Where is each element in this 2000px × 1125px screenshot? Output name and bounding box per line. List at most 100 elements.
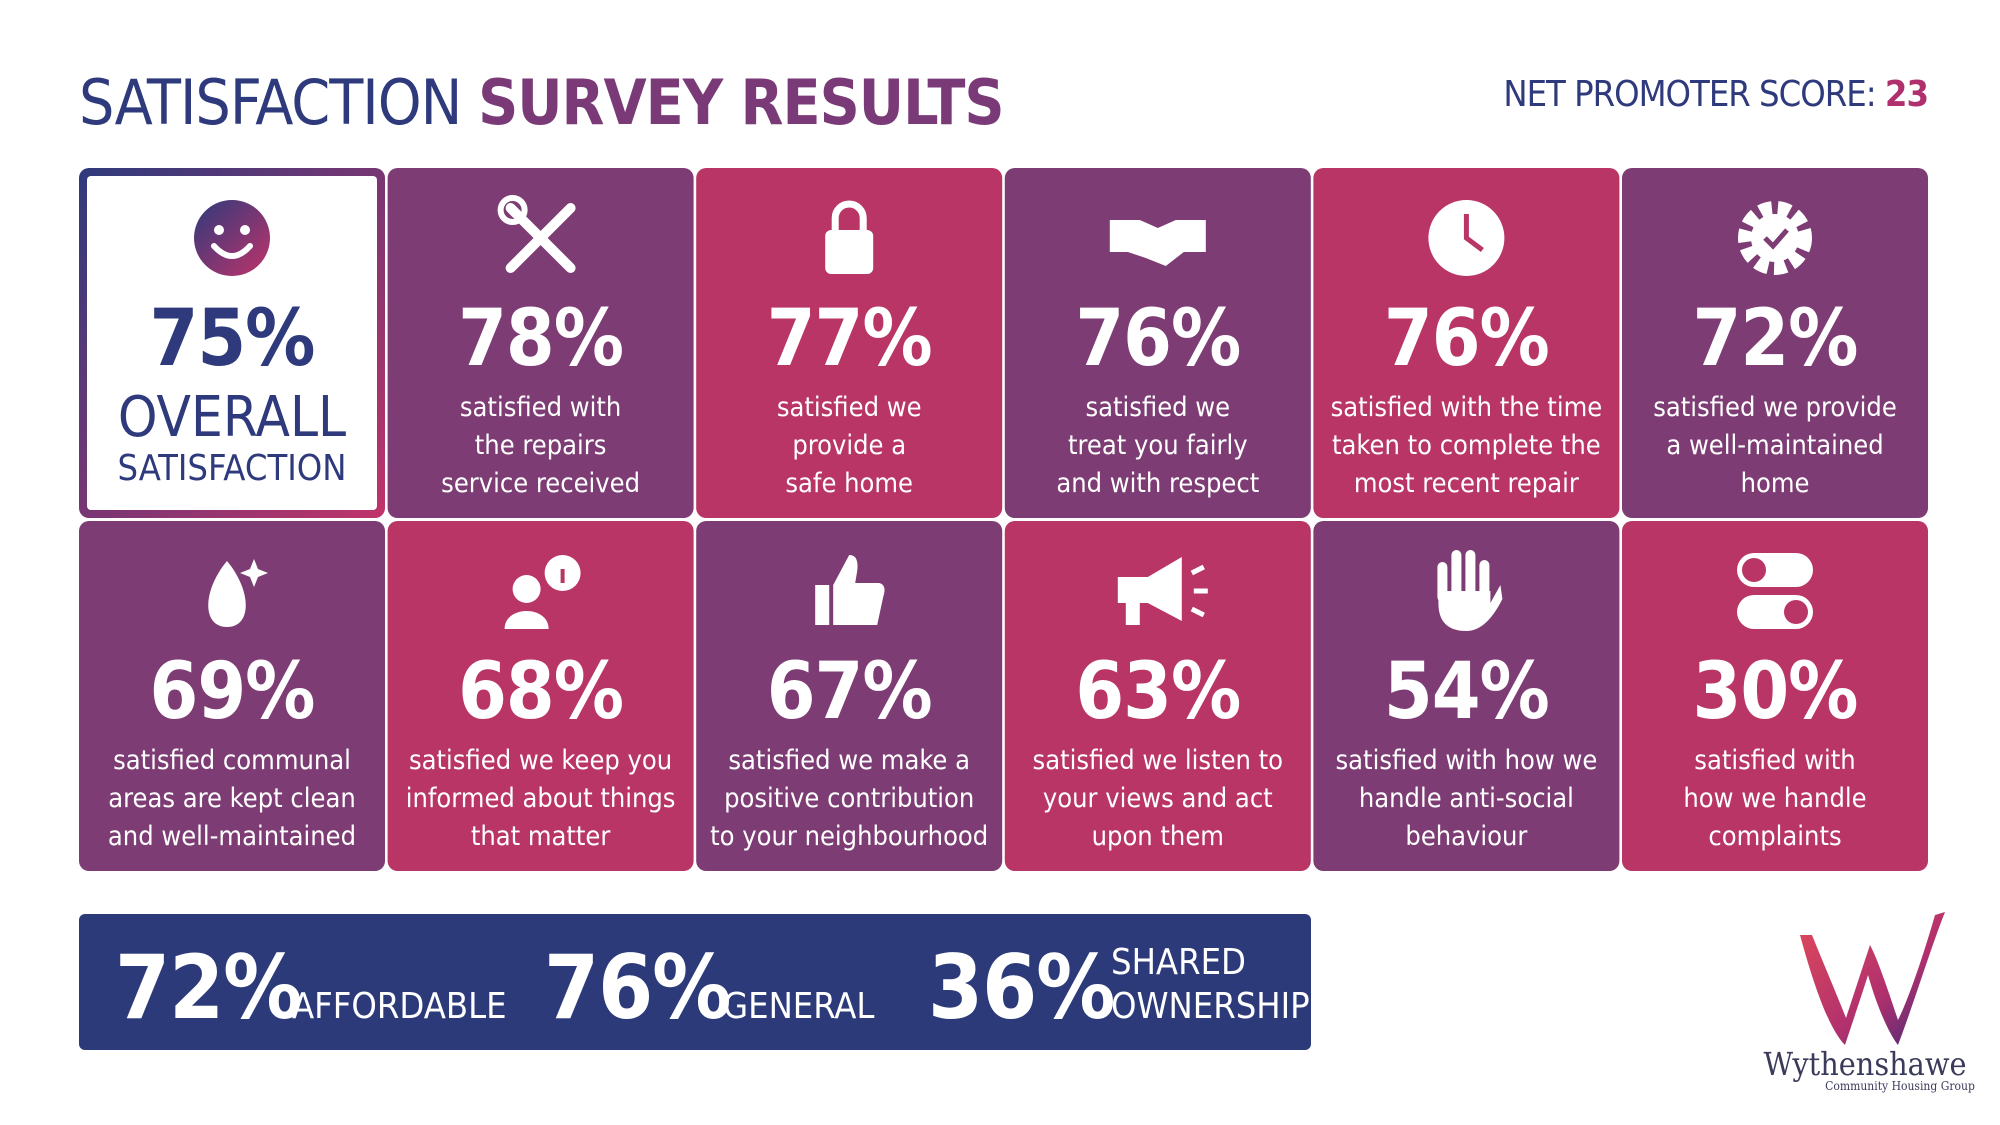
tile-text: taken to complete the xyxy=(1332,430,1601,461)
tile-value: 68% xyxy=(458,647,623,737)
tile-text: satisfied we make a xyxy=(728,745,970,776)
tile-text: satisfied we keep you xyxy=(409,745,672,776)
tile-bg xyxy=(1622,168,1928,518)
tile-text: and well-maintained xyxy=(108,821,356,852)
tile-value: 76% xyxy=(1075,294,1240,384)
icon-part xyxy=(1784,600,1808,624)
icon-part xyxy=(833,555,885,625)
logo-name: Wythenshawe xyxy=(1764,1045,1967,1083)
nps-label: NET PROMOTER SCORE: xyxy=(1503,74,1875,115)
icon-part xyxy=(214,225,224,235)
tile-bg xyxy=(79,521,385,871)
tile-text: service received xyxy=(441,468,640,499)
tile-text: handle anti-social xyxy=(1359,783,1574,814)
tile-inner xyxy=(87,176,377,510)
icon-part xyxy=(1738,201,1812,275)
tile-bg xyxy=(1004,168,1311,518)
tile: 72% satisfied we provide a well-maintained… xyxy=(1622,168,1928,518)
tile-text: satisfied we xyxy=(777,392,922,423)
icon-part xyxy=(815,585,830,625)
icon xyxy=(825,200,874,274)
nps: NET PROMOTER SCORE: 23 xyxy=(1503,74,1928,115)
tile-text: satisfied communal xyxy=(113,745,351,776)
tile-value: 67% xyxy=(767,647,932,737)
tile-value: 63% xyxy=(1075,647,1240,737)
tile-bg xyxy=(1313,521,1620,871)
icon-part xyxy=(1742,558,1766,582)
icon-part xyxy=(1437,550,1490,602)
tile-bg xyxy=(1313,168,1620,518)
tile-value: 77% xyxy=(767,294,932,384)
icon-part xyxy=(512,575,541,603)
icon-part xyxy=(1109,220,1206,266)
tile: 63% satisfied we listen to your views and … xyxy=(1004,521,1311,871)
tile-text: home xyxy=(1741,468,1810,499)
icon xyxy=(504,555,581,629)
icon-part xyxy=(825,230,874,274)
title-light: SATISFACTION xyxy=(79,66,461,139)
tile-text: satisfied with the time xyxy=(1331,392,1603,423)
tile-text: satisfied with how we xyxy=(1336,745,1598,776)
tile: 77% satisfied we provide a safe home xyxy=(696,168,1003,518)
title-bold: SURVEY RESULTS xyxy=(478,66,1004,139)
tile-text: informed about things xyxy=(406,783,676,814)
tenure-value: 72% xyxy=(115,936,302,1039)
tile-text: the repairs xyxy=(475,430,607,461)
tile: 69% satisfied communal areas are kept clea… xyxy=(79,521,385,871)
icon-part xyxy=(208,561,246,627)
tile-text: satisfied we xyxy=(1085,392,1230,423)
tile-text: upon them xyxy=(1092,821,1224,852)
tile-text: and with respect xyxy=(1056,468,1259,499)
logo-mark xyxy=(1800,912,1945,1045)
tile-text: satisfied we provide xyxy=(1653,392,1897,423)
tile-value: 54% xyxy=(1384,647,1549,737)
tenure-label: GENERAL xyxy=(723,986,874,1027)
icon-part xyxy=(240,225,250,235)
tile: 78% satisfied with the repairs service rece… xyxy=(387,168,694,518)
icon xyxy=(1737,553,1813,629)
icon-part xyxy=(505,203,576,273)
icon xyxy=(1428,200,1505,276)
title: SATISFACTION SURVEY RESULTS xyxy=(79,66,1004,139)
icon xyxy=(497,195,576,273)
icon-part xyxy=(211,243,253,259)
tile-bg xyxy=(1622,521,1928,871)
tile-bg xyxy=(387,168,694,518)
tenure-value: 36% xyxy=(928,936,1115,1039)
tile-text: most recent repair xyxy=(1354,468,1579,499)
icon xyxy=(1117,557,1208,625)
tenure-label: SHARED xyxy=(1111,942,1246,983)
tile-text: provide a xyxy=(792,430,906,461)
tile-text: safe home xyxy=(785,468,913,499)
tile-bg xyxy=(387,521,694,871)
tenure-value: 76% xyxy=(544,936,731,1039)
icon-part xyxy=(1463,214,1484,252)
tile: 30% satisfied with how we handle complaints xyxy=(1622,521,1928,871)
tile-text: satisfied we listen to xyxy=(1033,745,1284,776)
tile-text: your views and act xyxy=(1043,783,1273,814)
tile-value: 30% xyxy=(1693,647,1858,737)
tile-text: OVERALL xyxy=(118,385,346,450)
icon xyxy=(1109,220,1206,266)
tile-value: 76% xyxy=(1384,294,1549,384)
tile-text: behaviour xyxy=(1405,821,1527,852)
icon-part xyxy=(497,195,528,225)
icon xyxy=(194,200,270,276)
icon-part xyxy=(1751,214,1799,262)
icon-part xyxy=(1763,228,1789,250)
tile: 76% satisfied we treat you fairly and with … xyxy=(1004,168,1311,518)
tile-text: a well-maintained xyxy=(1666,430,1883,461)
icon-part xyxy=(831,200,867,230)
tile-value: 78% xyxy=(458,294,623,384)
tile-bg xyxy=(1004,521,1311,871)
icon xyxy=(208,559,268,627)
tile-text: to your neighbourhood xyxy=(710,821,988,852)
tile-text: how we handle xyxy=(1683,783,1866,814)
tile-text: areas are kept clean xyxy=(108,783,355,814)
tenure-bar xyxy=(79,914,1311,1050)
tile: 68% satisfied we keep you informed about t… xyxy=(387,521,694,871)
